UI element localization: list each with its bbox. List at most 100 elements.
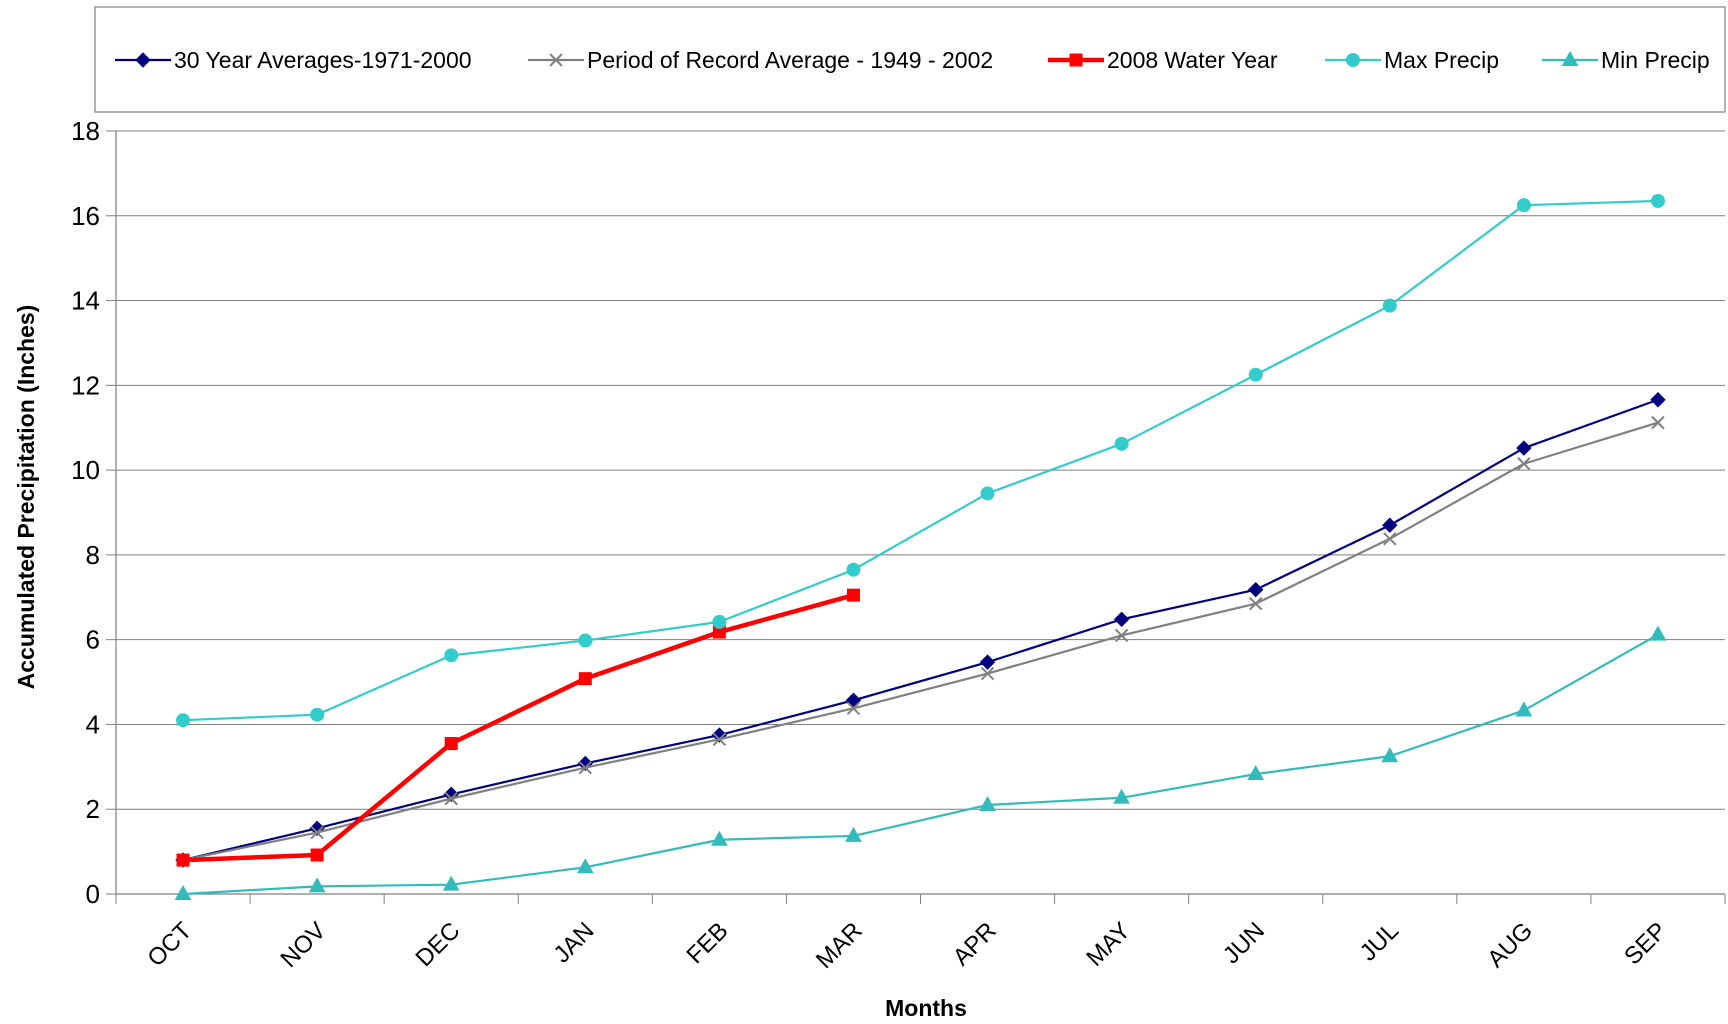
x-marker-stroke: [1651, 415, 1665, 430]
data-point-period-of-record-average-1949-2002: [1249, 596, 1263, 611]
data-point-min-precip: [308, 877, 326, 893]
data-point-30-year-averages-1971-2000: [979, 654, 996, 670]
series-line-30-year-averages-1971-2000: [182, 398, 1659, 862]
legend-label: 2008 Water Year: [1107, 47, 1278, 73]
x-tick-label: MAY: [1081, 917, 1136, 972]
x-marker-stroke: [980, 666, 995, 681]
data-point-max-precip: [578, 633, 593, 648]
series-line-max-precip: [182, 199, 1658, 722]
legend-label: Min Precip: [1601, 47, 1710, 73]
x-marker-stroke: [1114, 628, 1129, 643]
data-point-2008-water-year: [846, 588, 860, 602]
data-point-30-year-averages-1971-2000: [1113, 611, 1130, 628]
legend-item-period-of-record-average-1949-2002: Period of Record Average - 1949 - 2002: [528, 47, 993, 73]
data-point-max-precip: [1650, 193, 1665, 208]
x-tick-label: NOV: [275, 917, 331, 973]
x-marker-stroke: [444, 791, 458, 806]
y-axis-label: Accumulated Precipitation (Inches): [13, 305, 39, 690]
data-point-30-year-averages-1971-2000: [845, 692, 862, 708]
data-point-2008-water-year: [444, 737, 458, 751]
data-point-min-precip: [845, 826, 862, 842]
data-point-2008-water-year: [176, 853, 190, 867]
legend-label: 30 Year Averages-1971-2000: [174, 47, 472, 73]
x-tick-label: JAN: [548, 917, 599, 968]
data-point-period-of-record-average-1949-2002: [310, 825, 324, 840]
data-point-max-precip: [310, 707, 325, 722]
y-tick-label: 4: [86, 709, 100, 739]
data-point-period-of-record-average-1949-2002: [1651, 415, 1665, 430]
legend-item-max-precip: Max Precip: [1325, 47, 1499, 73]
data-point-period-of-record-average-1949-2002: [846, 701, 861, 716]
data-point-period-of-record-average-1949-2002: [1517, 457, 1531, 471]
data-point-max-precip: [1114, 436, 1129, 451]
x-marker-stroke: [712, 732, 727, 746]
data-point-30-year-averages-1971-2000: [1650, 392, 1666, 408]
series-line-period-of-record-average-1949-2002: [182, 421, 1659, 862]
legend-swatch-marker: [549, 53, 563, 67]
data-point-period-of-record-average-1949-2002: [1383, 532, 1397, 546]
data-point-min-precip: [1515, 701, 1533, 717]
x-marker-stroke: [1383, 532, 1397, 546]
x-tick-label: APR: [948, 917, 1002, 971]
data-point-max-precip: [1516, 198, 1531, 213]
x-marker-stroke: [310, 825, 324, 840]
data-point-max-precip: [846, 562, 861, 577]
legend-swatch-marker: [1561, 50, 1579, 66]
series-line-min-precip: [182, 633, 1659, 896]
x-marker-stroke: [549, 53, 563, 67]
legend-box: [94, 6, 1726, 113]
data-point-period-of-record-average-1949-2002: [712, 732, 727, 746]
legend-swatch-marker: [1069, 53, 1083, 67]
x-tick-label: AUG: [1482, 917, 1538, 973]
data-point-max-precip: [1248, 367, 1263, 382]
x-tick-label: JUL: [1355, 917, 1404, 966]
legend-swatch-marker: [135, 52, 151, 68]
data-point-2008-water-year: [310, 848, 324, 862]
data-point-min-precip: [1649, 625, 1667, 641]
y-tick-label: 2: [86, 794, 100, 824]
data-point-min-precip: [174, 884, 192, 900]
legend-label: Period of Record Average - 1949 - 2002: [587, 47, 993, 73]
data-point-period-of-record-average-1949-2002: [578, 760, 592, 775]
data-point-min-precip: [576, 858, 594, 874]
data-point-max-precip: [176, 713, 191, 728]
y-tick-label: 16: [71, 201, 100, 231]
legend-item-2008-water-year: 2008 Water Year: [1048, 47, 1278, 73]
data-point-min-precip: [1113, 788, 1130, 804]
x-marker-stroke: [578, 760, 592, 775]
data-point-min-precip: [1381, 747, 1399, 763]
legend-item-min-precip: Min Precip: [1542, 47, 1710, 73]
series-max-precip: [176, 193, 1665, 728]
data-point-min-precip: [442, 875, 460, 891]
data-point-max-precip: [1382, 298, 1397, 313]
legend-swatch-marker: [1346, 53, 1360, 67]
x-tick-label: MAR: [811, 917, 868, 974]
series-30-year-averages-1971-2000: [175, 392, 1666, 868]
series-2008-water-year: [176, 588, 860, 867]
x-tick-label: SEP: [1619, 917, 1672, 970]
grid: [116, 130, 1725, 810]
series-layer: [174, 193, 1667, 900]
data-point-min-precip: [711, 830, 728, 846]
y-tick-label: 10: [71, 455, 100, 485]
legend: 30 Year Averages-1971-2000 Period of Reco…: [115, 47, 1710, 73]
y-tick-label: 6: [86, 625, 100, 655]
series-period-of-record-average-1949-2002: [176, 415, 1665, 867]
y-tick-label: 12: [71, 370, 100, 400]
y-tick-label: 18: [71, 116, 100, 146]
series-line-2008-water-year: [182, 592, 855, 863]
data-point-min-precip: [1247, 765, 1265, 781]
legend-label: Max Precip: [1384, 47, 1499, 73]
y-tick-label: 0: [86, 879, 100, 909]
data-point-max-precip: [712, 614, 727, 629]
x-marker-stroke: [846, 701, 861, 716]
series-min-precip: [174, 625, 1667, 900]
data-point-period-of-record-average-1949-2002: [980, 666, 995, 681]
x-tick-label: DEC: [411, 917, 466, 972]
x-tick-label: JUN: [1218, 917, 1270, 969]
data-point-2008-water-year: [578, 672, 592, 686]
data-point-30-year-averages-1971-2000: [1382, 517, 1398, 533]
y-tick-label: 8: [86, 540, 100, 570]
